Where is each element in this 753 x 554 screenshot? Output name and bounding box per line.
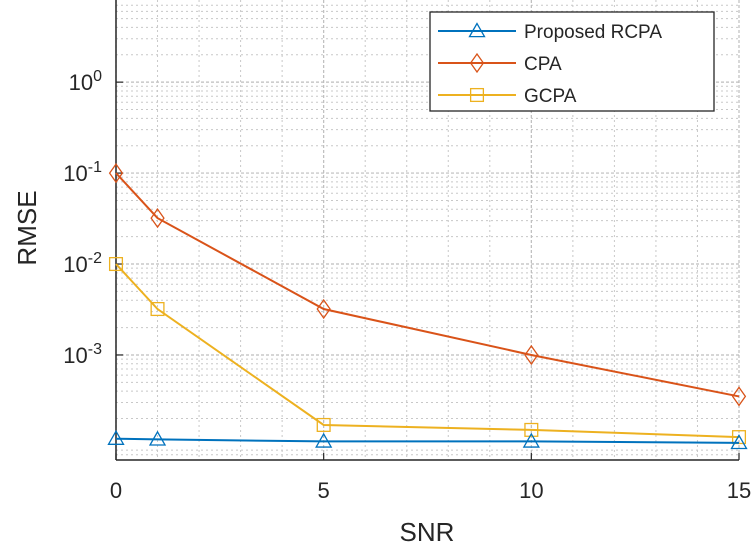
x-tick-label: 5 [318,478,330,503]
series-line [115,437,740,444]
data-point-marker [524,344,539,366]
series-line [115,263,740,439]
data-point-marker [150,207,165,229]
data-point-marker [108,162,124,184]
y-axis-label: RMSE [12,190,42,265]
legend-marker [469,87,485,103]
x-tick-label: 15 [727,478,751,503]
x-axis-label: SNR [400,517,455,547]
data-point-marker [107,429,125,445]
legend-label: Proposed RCPA [524,22,662,43]
series-cpa [108,162,747,407]
legend-label: CPA [524,54,562,75]
grid-lines [115,0,740,461]
legend-entry: Proposed RCPA [438,22,662,43]
data-point-marker [315,432,333,448]
x-tick-label: 10 [519,478,543,503]
data-point-marker [108,256,124,272]
data-point-marker [522,432,540,448]
data-series [107,162,748,450]
legend-entry: CPA [438,52,562,75]
tick-labels: 0 5 10 15 10-3 10-2 10-1 100 [63,68,751,503]
data-point-marker [148,430,167,446]
y-tick-label: 10-1 [63,159,102,186]
legend-marker [468,22,486,38]
y-tick-label: 100 [69,68,102,95]
data-point-marker [731,386,747,407]
y-tick-label: 10-3 [63,341,102,368]
series-line [115,172,740,398]
data-point-marker [730,434,748,450]
data-point-marker [316,298,331,320]
y-tick-label: 10-2 [63,250,102,277]
data-point-marker [150,302,165,317]
legend-marker [469,52,485,74]
legend-entry: GCPA [438,86,577,107]
x-tick-label: 0 [110,478,122,503]
legend-label: GCPA [524,86,577,107]
data-point-marker [524,422,539,437]
data-point-marker [316,417,331,432]
legend: Proposed RCPA CPA GCPA [429,11,715,112]
axes [115,0,740,461]
series-proposed-rcpa [107,429,748,450]
series-gcpa [108,256,747,445]
data-point-marker [731,430,747,445]
